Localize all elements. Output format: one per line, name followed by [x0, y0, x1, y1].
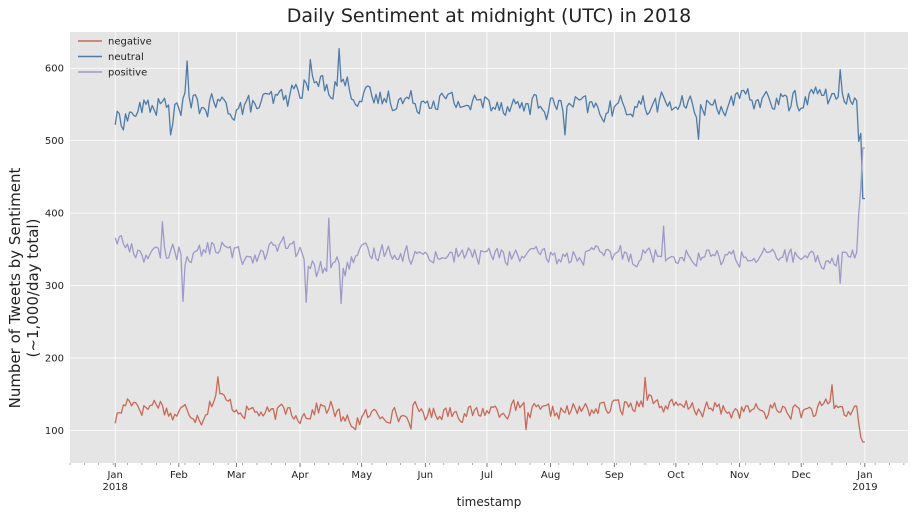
- legend-label: neutral: [108, 52, 144, 63]
- x-tick-label: Jun: [417, 470, 434, 481]
- chart-title: Daily Sentiment at midnight (UTC) in 201…: [287, 5, 692, 27]
- x-tick-label: Jan: [106, 470, 122, 481]
- x-tick-label: May: [351, 470, 372, 481]
- y-tick-label: 500: [45, 136, 64, 147]
- x-tick-label: Oct: [667, 470, 684, 481]
- series-layer: [114, 48, 865, 443]
- legend-label: positive: [108, 68, 147, 79]
- y-tick-label: 600: [45, 64, 64, 75]
- y-tick-label: 300: [45, 281, 64, 292]
- x-tick-label: Feb: [170, 470, 188, 481]
- x-tick-label: Jan: [856, 470, 872, 481]
- series-line-negative: [114, 376, 865, 443]
- x-tick-label: Aug: [541, 470, 561, 481]
- series-line-positive: [114, 147, 865, 305]
- y-axis: 100 200 300 400 500 600: [45, 64, 64, 437]
- x-tick-sublabel: 2019: [852, 482, 877, 493]
- series-line-neutral: [114, 48, 865, 200]
- legend: negative neutral positive: [78, 37, 152, 79]
- legend-label: negative: [108, 37, 152, 48]
- y-tick-label: 100: [45, 426, 64, 437]
- x-tick-label: Apr: [291, 470, 309, 481]
- y-tick-label: 200: [45, 353, 64, 364]
- x-tick-label: Sep: [605, 470, 624, 481]
- x-tick-label: Nov: [730, 470, 750, 481]
- x-tick-label: Jul: [480, 470, 493, 481]
- x-tick-sublabel: 2018: [102, 482, 127, 493]
- y-axis-label-line2: (~1,000/day total): [24, 219, 42, 358]
- x-axis-label: timestamp: [457, 495, 522, 509]
- x-tick-label: Mar: [227, 470, 247, 481]
- y-tick-label: 400: [45, 209, 64, 220]
- y-axis-label-line1: Number of Tweets by Sentiment: [6, 167, 24, 408]
- x-tick-label: Dec: [792, 470, 811, 481]
